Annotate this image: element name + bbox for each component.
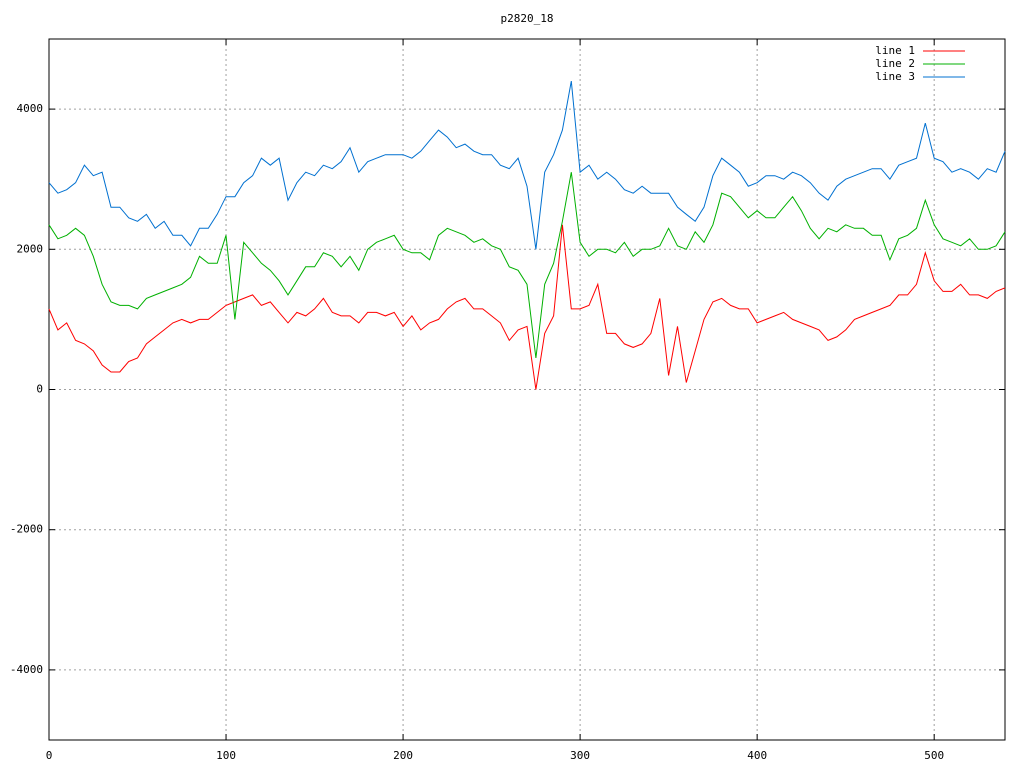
data-line	[48, 172, 1006, 359]
chart-title: p2820_18	[501, 12, 554, 25]
y-tick-label: 0	[36, 383, 43, 396]
x-tick-label: 500	[924, 749, 944, 762]
data-line	[48, 81, 1006, 250]
x-tick-label: 300	[570, 749, 590, 762]
x-tick-label: 400	[747, 749, 767, 762]
legend-label: line 3	[875, 70, 915, 83]
data-line	[48, 224, 1006, 390]
y-tick-label: 4000	[17, 102, 44, 115]
plot-border	[48, 38, 1006, 741]
x-tick-label: 100	[216, 749, 236, 762]
legend-label: line 1	[875, 44, 915, 57]
x-tick-label: 200	[393, 749, 413, 762]
y-tick-label: 2000	[17, 242, 44, 255]
y-tick-label: -2000	[10, 523, 43, 536]
y-tick-label: -4000	[10, 663, 43, 676]
legend-label: line 2	[875, 57, 915, 70]
x-tick-label: 0	[46, 749, 53, 762]
